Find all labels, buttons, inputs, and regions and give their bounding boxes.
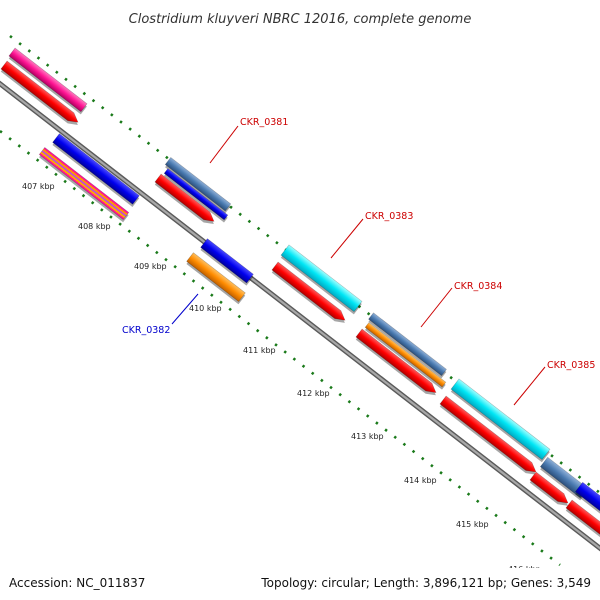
feature-orange-0384[interactable] bbox=[364, 322, 447, 390]
feature-magenta-top[interactable] bbox=[8, 47, 89, 115]
feature-cyan-0385[interactable] bbox=[450, 378, 551, 463]
scale-label: 411 kbp bbox=[243, 346, 276, 355]
gene-label-ckr-0384[interactable]: CKR_0384 bbox=[454, 281, 502, 292]
callout-lines bbox=[171, 125, 546, 406]
scale-label: 414 kbp bbox=[404, 476, 437, 485]
scale-labels: 407 kbp 408 kbp 409 kbp 410 kbp 411 kbp … bbox=[22, 182, 541, 574]
feature-steel-0381[interactable] bbox=[164, 157, 232, 214]
gene-label-ckr-0385[interactable]: CKR_0385 bbox=[547, 360, 595, 371]
feature-red-top[interactable] bbox=[0, 60, 82, 129]
tick-track bbox=[0, 129, 561, 567]
feature-red-0385a[interactable] bbox=[439, 395, 541, 479]
footer-background bbox=[0, 568, 600, 600]
tick-tracks bbox=[0, 34, 600, 567]
feature-steel-0384[interactable] bbox=[367, 312, 447, 379]
feature-blue-0381[interactable] bbox=[163, 168, 229, 223]
feature-blue-407[interactable] bbox=[51, 133, 140, 207]
feature-red-0386[interactable] bbox=[529, 471, 573, 510]
scale-label: 407 kbp bbox=[22, 182, 55, 191]
gene-label-ckr-0381[interactable]: CKR_0381 bbox=[240, 117, 288, 128]
callout-line-ckr-0382 bbox=[171, 293, 199, 325]
feature-red-edge[interactable] bbox=[565, 499, 600, 543]
feature-striped-407[interactable] bbox=[38, 147, 130, 223]
map-title: Clostridium kluyveri NBRC 12016, complet… bbox=[129, 12, 472, 27]
callout-line-ckr-0381 bbox=[209, 125, 239, 164]
feature-steel-0386[interactable] bbox=[539, 456, 589, 501]
scale-label: 409 kbp bbox=[134, 262, 167, 271]
feature-blue-0382[interactable] bbox=[199, 238, 254, 286]
genome-backbone bbox=[0, 80, 600, 552]
scale-label: 408 kbp bbox=[78, 222, 111, 231]
feature-orange-0382[interactable] bbox=[185, 252, 246, 305]
feature-cyan-0383[interactable] bbox=[280, 244, 363, 315]
genome-summary-text: Topology: circular; Length: 3,896,121 bp… bbox=[260, 576, 591, 590]
feature-red-0383[interactable] bbox=[271, 261, 350, 327]
callout-line-ckr-0384 bbox=[420, 287, 453, 328]
callout-line-ckr-0385 bbox=[513, 366, 546, 406]
accession-text: Accession: NC_011837 bbox=[9, 576, 145, 590]
gene-label-ckr-0382[interactable]: CKR_0382 bbox=[122, 325, 170, 336]
feature-red-0381[interactable] bbox=[154, 173, 219, 228]
gene-features bbox=[0, 47, 600, 543]
gene-label-ckr-0383[interactable]: CKR_0383 bbox=[365, 211, 413, 222]
scale-label: 412 kbp bbox=[297, 389, 330, 398]
feature-blue-edge[interactable] bbox=[574, 481, 600, 519]
scale-label: 410 kbp bbox=[189, 304, 222, 313]
scale-label: 415 kbp bbox=[456, 520, 489, 529]
feature-red-0384[interactable] bbox=[355, 328, 441, 399]
callout-line-ckr-0383 bbox=[330, 218, 364, 259]
scale-label: 413 kbp bbox=[351, 432, 384, 441]
